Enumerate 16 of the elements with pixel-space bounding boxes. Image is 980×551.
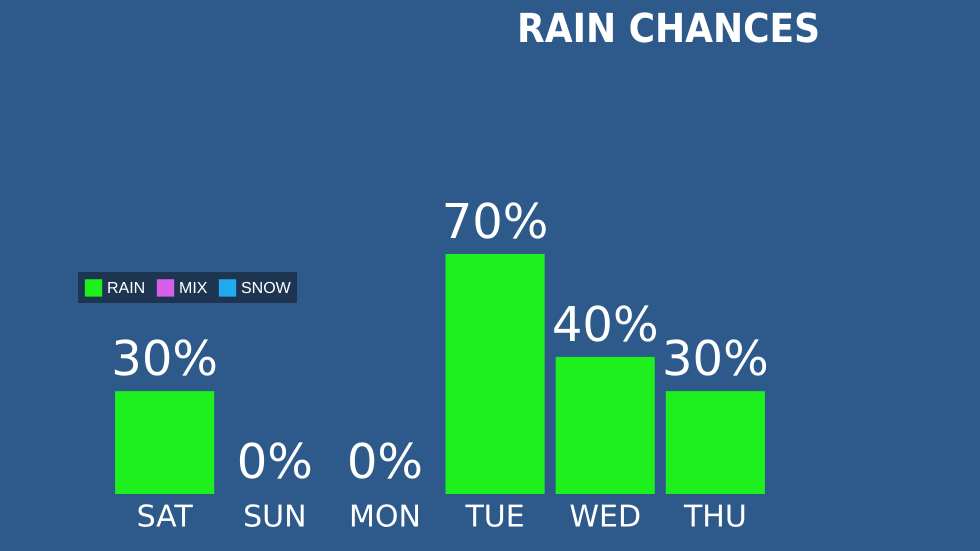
legend-label: MIX xyxy=(179,280,208,297)
x-tick-label: MON xyxy=(348,500,421,534)
x-tick-label: TUE xyxy=(464,500,525,534)
data-label: 40% xyxy=(552,296,659,353)
data-label: 0% xyxy=(346,434,424,490)
x-tick-label: SUN xyxy=(243,500,307,534)
data-label: 30% xyxy=(111,331,218,388)
legend-label: SNOW xyxy=(241,280,292,297)
chart-title: RAIN CHANCES xyxy=(517,6,820,52)
data-label: 70% xyxy=(442,194,548,250)
x-tick-label: WED xyxy=(569,500,642,534)
data-label: 0% xyxy=(236,434,313,490)
x-tick-label: THU xyxy=(682,500,747,534)
data-label: 30% xyxy=(662,331,769,388)
x-tick-label: SAT xyxy=(136,500,194,534)
legend-label: RAIN xyxy=(107,280,146,297)
